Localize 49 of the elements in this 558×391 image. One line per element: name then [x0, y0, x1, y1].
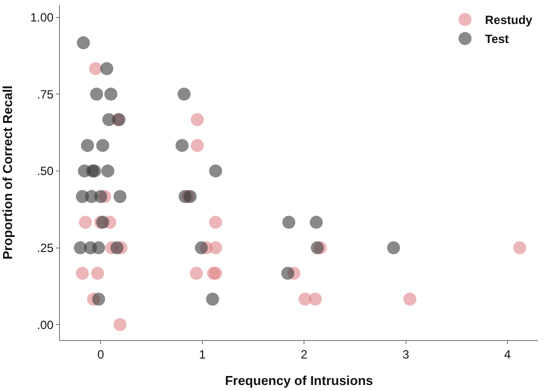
point [80, 138, 94, 152]
point [89, 62, 102, 76]
y-tick-label: .25 [36, 241, 54, 255]
point [209, 241, 222, 254]
point [209, 164, 222, 178]
point [387, 241, 400, 254]
point [76, 266, 89, 280]
point [78, 216, 92, 229]
point [190, 138, 204, 152]
point [178, 88, 191, 101]
point [114, 318, 126, 332]
point [513, 241, 526, 254]
point [104, 88, 118, 101]
point [76, 36, 90, 50]
y-tick-label: .75 [36, 87, 54, 102]
point [92, 241, 106, 254]
point [194, 241, 208, 254]
point [190, 266, 203, 280]
x-tick-label: 4 [504, 347, 512, 362]
point [403, 292, 416, 306]
point [100, 62, 114, 76]
point [96, 138, 110, 152]
point [90, 88, 104, 101]
point [281, 266, 294, 280]
point [110, 241, 124, 254]
x-tick-label: 2 [300, 347, 308, 362]
point [190, 113, 204, 126]
point [308, 292, 322, 306]
point [209, 216, 222, 229]
x-tick-label: 0 [97, 347, 104, 362]
point [91, 266, 104, 280]
point [282, 216, 296, 229]
point [206, 292, 220, 306]
legend-label: Test [485, 32, 509, 46]
legend-label: Restudy [485, 13, 533, 28]
point [101, 164, 114, 178]
x-tick-label: 1 [199, 347, 206, 362]
x-axis-title: Frequency of Intrusions [224, 373, 374, 388]
point [92, 292, 106, 306]
point [310, 216, 323, 229]
point [310, 241, 324, 254]
x-tick-label: 3 [402, 347, 410, 362]
y-tick-label: 1.00 [30, 10, 54, 24]
y-tick-label: .00 [36, 318, 54, 332]
point [94, 190, 108, 203]
point [114, 190, 126, 203]
y-tick-label: .50 [36, 164, 54, 178]
point [176, 138, 189, 152]
y-axis-title: Proportion of Correct Recall [0, 85, 15, 260]
